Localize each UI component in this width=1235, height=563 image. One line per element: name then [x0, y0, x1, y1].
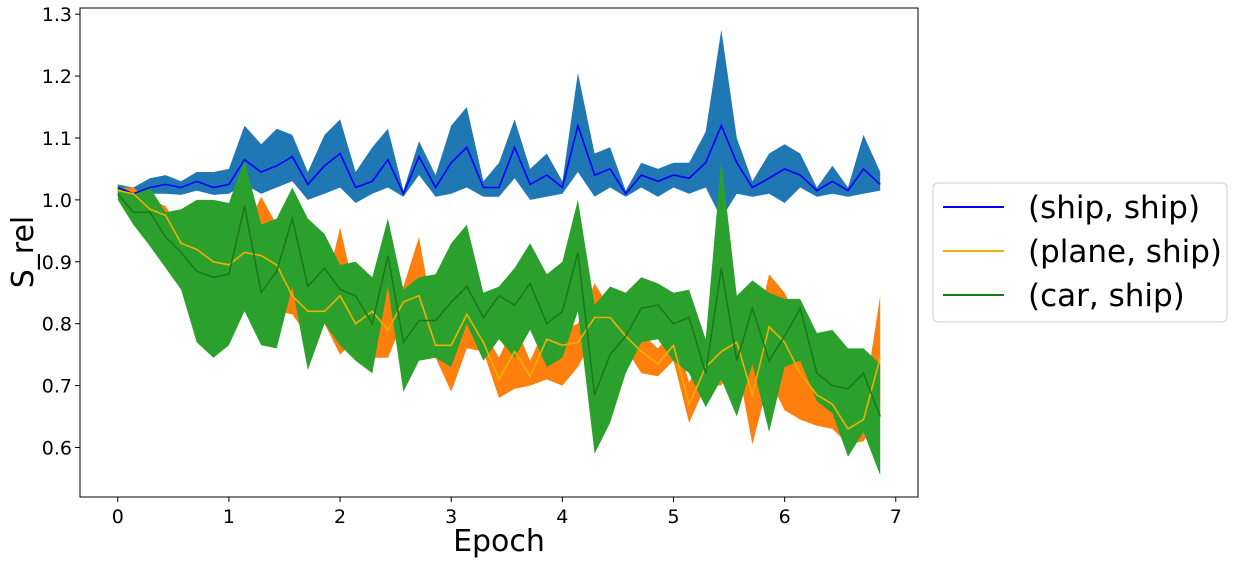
x-tick-label: 2 — [334, 506, 346, 528]
band-plane-ship — [117, 187, 881, 445]
series-line-plane-ship — [117, 189, 881, 430]
x-tick-label: 4 — [556, 506, 568, 528]
y-tick-label: 1.1 — [42, 128, 72, 150]
x-axis: 0 1 2 3 4 5 6 7 — [112, 497, 902, 528]
y-tick-label: 1.3 — [42, 4, 72, 26]
y-tick-label: 0.9 — [42, 252, 72, 274]
y-axis-label: S_rel — [6, 216, 41, 289]
y-tick-label: 0.8 — [42, 314, 72, 336]
legend-label: (ship, ship) — [1028, 190, 1200, 226]
legend: (ship, ship) (plane, ship) (car, ship) — [932, 182, 1228, 323]
x-tick-label: 5 — [667, 506, 679, 528]
x-tick-label: 3 — [445, 506, 457, 528]
band-ship-ship — [117, 29, 881, 219]
x-axis-label: Epoch — [453, 524, 545, 559]
legend-frame — [932, 182, 1228, 323]
series-line-ship-ship — [117, 122, 881, 196]
y-tick-label: 0.6 — [42, 437, 72, 459]
x-tick-label: 1 — [223, 506, 235, 528]
x-tick-label: 0 — [112, 506, 124, 528]
y-tick-label: 1.2 — [42, 66, 72, 88]
plot-area — [117, 29, 881, 476]
legend-label: (plane, ship) — [1028, 234, 1222, 270]
x-tick-label: 6 — [779, 506, 791, 528]
series-line-car-ship — [117, 193, 881, 417]
legend-label: (car, ship) — [1028, 278, 1185, 314]
band-car-ship — [117, 159, 881, 476]
y-tick-label: 1.0 — [42, 190, 72, 212]
plot-frame — [79, 7, 919, 498]
y-tick-label: 0.7 — [42, 376, 72, 398]
x-tick-label: 7 — [890, 506, 902, 528]
y-axis: 0.6 0.7 0.8 0.9 1.0 1.1 1.2 1.3 — [42, 4, 80, 459]
